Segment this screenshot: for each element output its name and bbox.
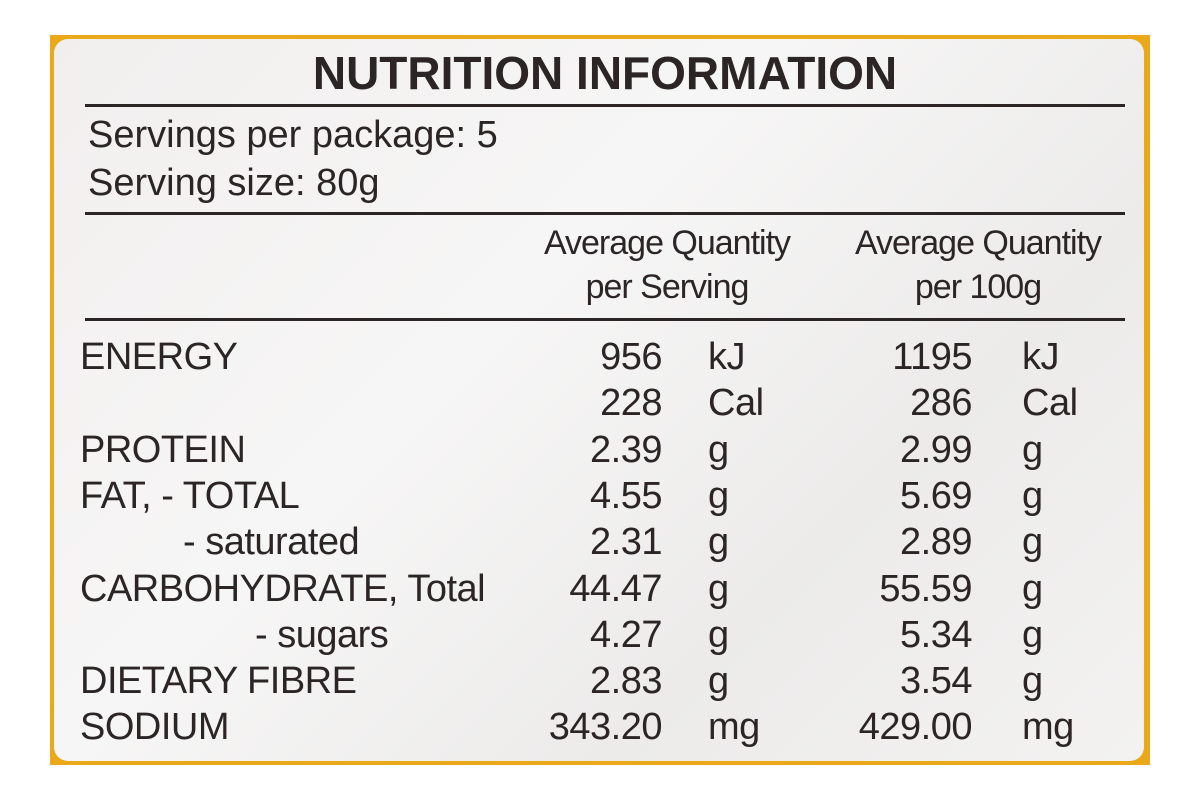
label-edge [50, 35, 1150, 765]
per-100g-value: 429.00 [858, 706, 973, 749]
per-100g-unit: g [1022, 660, 1043, 703]
row-label: - saturated [183, 521, 360, 564]
per-100g-value: 55.59 [879, 567, 972, 610]
rule [85, 212, 1125, 215]
serving-size: Serving size: 80g [88, 162, 380, 204]
rule [85, 104, 1125, 107]
row-label: DIETARY FIBRE [80, 660, 357, 703]
serving-unit: g [708, 567, 729, 610]
per-100g-unit: g [1022, 428, 1043, 471]
label-panel [54, 39, 1144, 761]
per-100g-value: 3.54 [900, 660, 972, 703]
serving-unit: Cal [708, 382, 764, 425]
serving-value: 44.47 [569, 567, 662, 610]
per-100g-value: 2.99 [900, 428, 972, 471]
per-100g-value: 286 [910, 382, 972, 425]
row-label: - sugars [255, 613, 389, 656]
per-100g-value: 5.69 [900, 474, 972, 517]
per-100g-unit: kJ [1022, 336, 1060, 378]
column-header: per 100g [914, 268, 1042, 306]
per-100g-unit: Cal [1022, 382, 1078, 425]
per-100g-value: 2.89 [900, 521, 972, 564]
row-label: PROTEIN [80, 428, 246, 471]
column-header: Average Quantity [854, 224, 1102, 262]
per-100g-unit: g [1022, 567, 1043, 610]
row-label: ENERGY [80, 336, 238, 378]
per-100g-unit: g [1022, 613, 1043, 656]
row-label: CARBOHYDRATE, Total [80, 567, 486, 610]
serving-value: 343.20 [548, 706, 663, 749]
serving-unit: g [708, 613, 729, 656]
serving-value: 4.55 [590, 474, 662, 517]
per-100g-value: 1195 [892, 336, 972, 378]
serving-value: 2.83 [590, 660, 662, 703]
per-100g-value: 5.34 [900, 613, 972, 656]
serving-unit: g [708, 521, 729, 564]
serving-unit: g [708, 660, 729, 703]
row-label: SODIUM [80, 706, 230, 749]
serving-value: 956 [600, 336, 662, 378]
per-100g-unit: mg [1022, 706, 1074, 749]
column-header: per Serving [585, 268, 750, 306]
row-label: FAT, - TOTAL [80, 474, 300, 517]
serving-unit: kJ [708, 336, 746, 378]
serving-unit: mg [708, 706, 760, 749]
per-100g-unit: g [1022, 521, 1043, 564]
column-header: Average Quantity [543, 224, 791, 262]
servings-per-package: Servings per package: 5 [88, 114, 498, 156]
serving-unit: g [708, 474, 729, 517]
per-100g-unit: g [1022, 474, 1043, 517]
serving-value: 2.31 [590, 521, 662, 564]
serving-value: 228 [600, 382, 662, 425]
title: NUTRITION INFORMATION [312, 47, 898, 99]
serving-value: 4.27 [590, 613, 662, 656]
serving-unit: g [708, 428, 729, 471]
serving-value: 2.39 [590, 428, 662, 471]
rule [85, 318, 1125, 321]
